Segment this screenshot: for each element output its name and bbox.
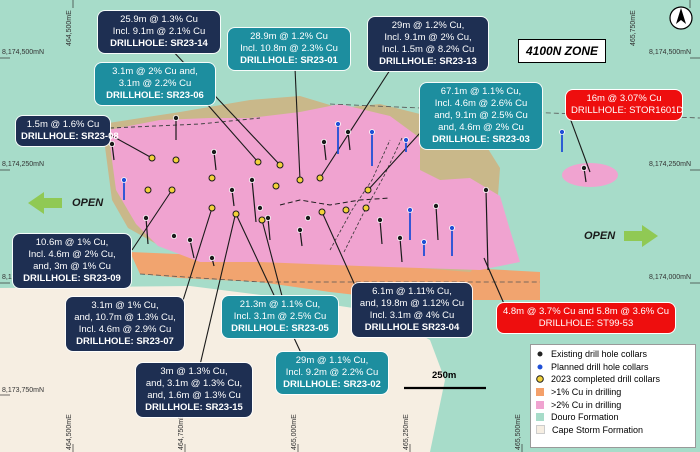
orange-swatch-icon	[536, 388, 544, 397]
completed-collars	[144, 154, 372, 224]
leader-lines	[104, 47, 591, 366]
callout-sr23-05: 21.3m @ 1.1% Cu, Incl. 3.1m @ 2.5% Cu DR…	[222, 296, 338, 338]
cream-swatch-icon	[536, 425, 545, 435]
green-swatch-icon	[536, 413, 544, 422]
cu2-area	[108, 104, 520, 270]
northing-label: 8,173,750mN	[2, 387, 45, 394]
callout-sr23-07: 3.1m @ 1% Cu, and, 10.7m @ 1.3% Cu, Incl…	[66, 297, 184, 351]
legend-item-completed: 2023 completed drill collars	[535, 373, 691, 386]
fault-line	[343, 137, 403, 253]
northing-label: 8,174,000mN	[649, 274, 692, 281]
fault-line	[329, 139, 391, 251]
callout-sr23-08: 1.5m @ 1.6% Cu DRILLHOLE: SR23-08	[16, 116, 119, 146]
callout-sr23-04: 6.1m @ 1.11% Cu, and, 19.8m @ 1.12% Cu I…	[352, 283, 472, 337]
cu2-area-east	[562, 163, 618, 187]
callout-sr23-01: 28.9m @ 1.2% Cu Incl. 10.8m @ 2.3% Cu DR…	[228, 28, 350, 70]
fault-line	[109, 117, 261, 129]
callout-sr23-03: 67.1m @ 1.1% Cu, Incl. 4.6m @ 2.6% Cu an…	[420, 83, 542, 149]
easting-label: 465,250mE	[403, 414, 410, 450]
northing-label: 8,174,500mN	[2, 49, 45, 56]
map-legend: Existing drill hole collars Planned dril…	[530, 344, 696, 448]
callout-sr23-13: 29m @ 1.2% Cu, Incl. 9.1m @ 2% Cu, Incl.…	[368, 17, 488, 71]
easting-label: 465,750mE	[630, 10, 637, 46]
black-dot-icon	[535, 349, 545, 359]
legend-item-cu2: >2% Cu in drilling	[535, 398, 691, 411]
easting-label: 464,500mE	[66, 10, 73, 46]
easting-label: 464,500mE	[66, 414, 73, 450]
northing-label: 8,174,500mN	[649, 49, 692, 56]
open-label-east: OPEN	[584, 230, 616, 242]
callout-sr23-09: 10.6m @ 1% Cu, Incl. 4.6m @ 2% Cu, and, …	[13, 234, 131, 288]
legend-item-cu1: >1% Cu in drilling	[535, 386, 691, 399]
northing-label: 8,174,250mN	[649, 161, 692, 168]
yellow-dot-icon	[535, 374, 545, 384]
open-arrow-right-icon	[624, 225, 658, 247]
fault-line	[279, 197, 391, 206]
easting-label: 465,000mE	[291, 414, 298, 450]
callout-sr23-14: 25.9m @ 1.3% Cu Incl. 9.1m @ 2.1% Cu DRI…	[98, 11, 220, 53]
north-arrow-icon	[669, 6, 693, 30]
northing-label: 8,174,250mN	[2, 161, 45, 168]
legend-item-cape-storm: Cape Storm Formation	[535, 424, 691, 437]
easting-label: 464,750mE	[178, 414, 185, 450]
scale-label: 250m	[432, 370, 457, 381]
legend-item-douro: Douro Formation	[535, 411, 691, 424]
callout-sr23-02: 29m @ 1.1% Cu, Incl. 9.2m @ 2.2% Cu DRIL…	[276, 352, 388, 394]
legend-item-planned: Planned drill hole collars	[535, 361, 691, 374]
easting-label: 465,500mE	[515, 414, 522, 450]
legend-item-existing: Existing drill hole collars	[535, 348, 691, 361]
callout-st99-53: 4.8m @ 3.7% Cu and 5.8m @ 3.6% Cu DRILLH…	[497, 303, 675, 333]
callout-sr23-06: 3.1m @ 2% Cu and, 3.1m @ 2.2% Cu DRILLHO…	[95, 63, 215, 105]
existing-collars	[109, 115, 588, 271]
pink-swatch-icon	[536, 400, 544, 409]
callout-stor1601d: 16m @ 3.07% Cu DRILLHOLE: STOR1601D	[566, 90, 683, 120]
blue-dot-icon	[535, 362, 545, 372]
fault-line	[139, 273, 540, 283]
planned-collars	[121, 121, 565, 256]
callout-sr23-15: 3m @ 1.3% Cu, and, 3.1m @ 1.3% Cu, and, …	[136, 363, 252, 417]
zone-label: 4100N ZONE	[518, 39, 606, 63]
open-label-west: OPEN	[72, 197, 104, 209]
open-arrow-left-icon	[28, 192, 62, 214]
